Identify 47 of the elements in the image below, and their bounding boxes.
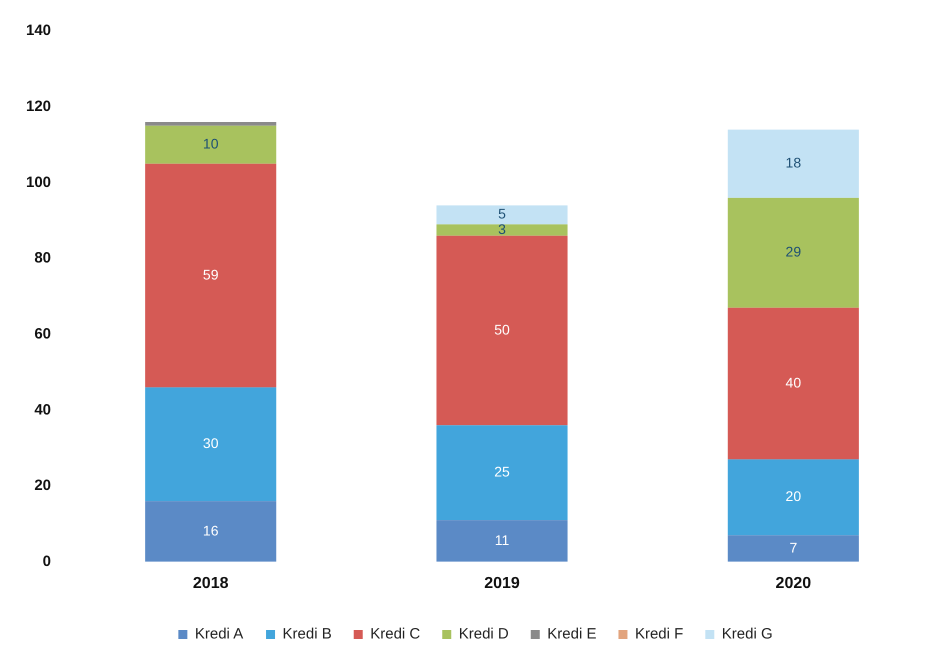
data-label: 3 [498, 220, 506, 237]
y-tick-label: 100 [26, 174, 52, 191]
data-label: 30 [202, 435, 219, 452]
data-label: 11 [494, 532, 510, 548]
bar [145, 501, 276, 562]
bar [436, 520, 568, 562]
y-tick-label: 80 [34, 250, 52, 267]
data-label: 7 [789, 539, 798, 556]
bar [145, 126, 276, 164]
y-tick-label: 20 [34, 477, 52, 494]
legend-label: Kredi E [547, 626, 596, 643]
legend-label: Kredi G [722, 626, 773, 643]
bar [728, 130, 859, 198]
legend-label: Kredi A [194, 626, 244, 643]
data-label: 50 [494, 321, 510, 338]
legend-label: Kredi B [282, 626, 332, 643]
bar [145, 122, 276, 126]
y-tick-label: 140 [26, 22, 52, 40]
y-tick-label: 120 [26, 98, 52, 115]
data-label: 59 [202, 266, 219, 282]
data-label: 5 [498, 206, 506, 222]
bar [436, 425, 568, 520]
bar [436, 224, 568, 236]
legend-label: Kredi D [458, 626, 509, 643]
bar [436, 205, 568, 224]
y-tick-label: 0 [42, 552, 52, 570]
legend-label: Kredi F [634, 626, 684, 643]
x-tick-label: 2018 [192, 574, 229, 592]
data-label: 40 [786, 374, 802, 390]
data-label: 25 [494, 464, 510, 480]
data-label: 18 [786, 154, 802, 171]
x-tick-label: 2019 [484, 574, 520, 592]
bar [728, 198, 859, 308]
bar [728, 535, 859, 562]
data-label: 20 [786, 488, 802, 504]
legend-label: Kredi C [370, 626, 420, 643]
y-tick-label: 60 [34, 325, 52, 342]
bar [145, 164, 276, 388]
bar [436, 236, 568, 426]
data-label: 29 [786, 244, 802, 260]
data-label: 16 [202, 522, 219, 538]
bar [728, 459, 859, 536]
bar [728, 308, 859, 460]
data-label: 10 [202, 136, 219, 152]
bar [145, 387, 276, 502]
y-tick-label: 40 [34, 401, 52, 418]
x-tick-label: 2020 [776, 574, 812, 592]
